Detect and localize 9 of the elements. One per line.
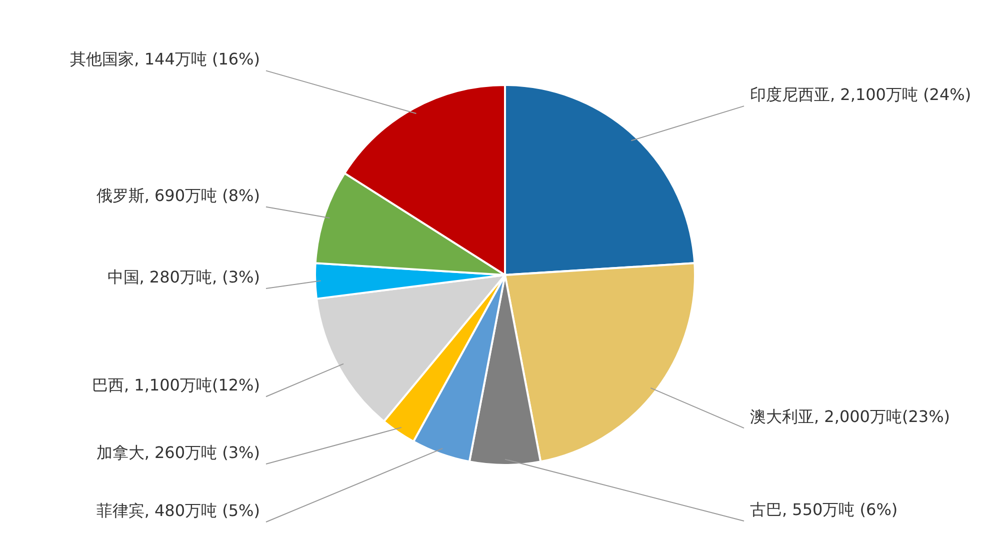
slice-label: 加拿大, 260万吨 (3%) <box>96 443 260 462</box>
slice-label: 中国, 280万吨, (3%) <box>107 268 260 287</box>
slice-label: 巴西, 1,100万吨(12%) <box>92 376 260 395</box>
slice-label: 菲律宾, 480万吨 (5%) <box>96 501 260 520</box>
slice-label: 古巴, 550万吨 (6%) <box>750 500 898 519</box>
slice-label: 澳大利亚, 2,000万吨(23%) <box>750 407 950 426</box>
slice-label: 俄罗斯, 690万吨 (8%) <box>96 186 260 205</box>
slice-label: 其他国家, 144万吨 (16%) <box>70 50 260 69</box>
slice-label: 印度尼西亚, 2,100万吨 (24%) <box>750 85 972 104</box>
